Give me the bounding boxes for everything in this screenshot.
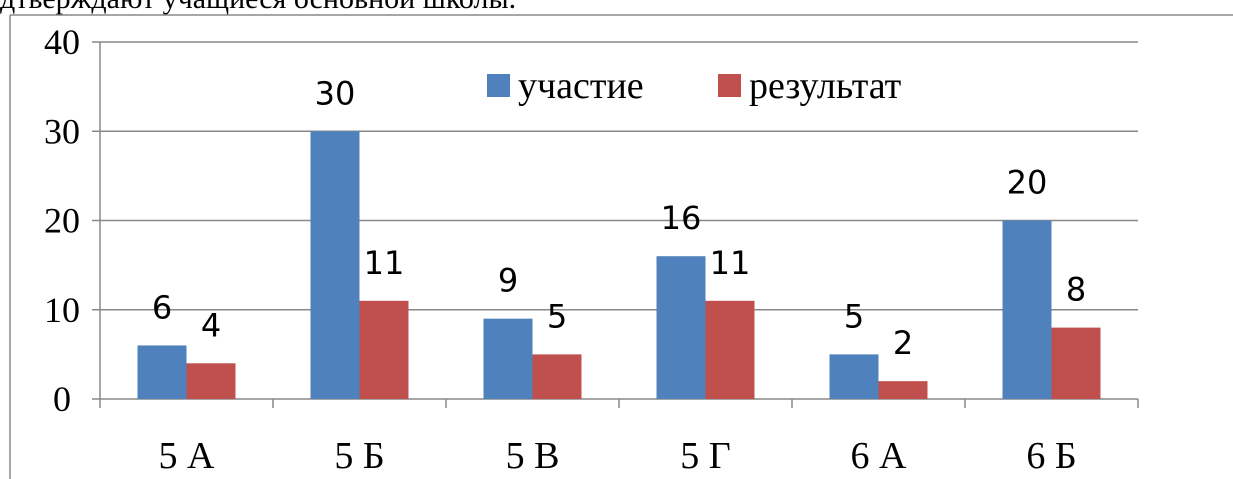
legend-swatch <box>487 74 510 97</box>
bar <box>878 381 928 399</box>
y-tick-label: 30 <box>44 111 80 151</box>
data-label: 5 <box>547 297 567 335</box>
y-tick-label: 0 <box>53 379 71 419</box>
data-label: 16 <box>661 199 702 237</box>
bar <box>705 300 755 399</box>
data-label: 30 <box>315 74 356 112</box>
data-label: 6 <box>152 288 172 326</box>
y-tick-label: 40 <box>44 22 80 62</box>
bar <box>359 300 409 399</box>
bar <box>137 345 187 399</box>
bar <box>310 131 360 399</box>
bar <box>1051 327 1101 399</box>
bar <box>829 354 879 399</box>
y-tick-label: 10 <box>44 290 80 330</box>
data-label: 11 <box>364 244 405 282</box>
data-label: 2 <box>893 324 913 362</box>
x-tick-label: 5 Б <box>334 435 384 477</box>
x-tick-label: 5 А <box>159 435 216 477</box>
y-tick-label: 20 <box>44 201 80 241</box>
bar <box>1002 220 1052 399</box>
x-tick-label: 6 Б <box>1026 435 1076 477</box>
data-label: 4 <box>201 306 221 344</box>
caption: дтверждают учащиеся основной школы. <box>0 0 516 15</box>
bar <box>186 363 236 399</box>
x-tick-label: 6 А <box>851 435 908 477</box>
data-label: 8 <box>1066 271 1086 309</box>
bar <box>656 256 706 399</box>
legend-swatch <box>718 74 741 97</box>
legend-label: участие <box>518 65 644 107</box>
x-tick-label: 5 Г <box>680 435 730 477</box>
data-label: 9 <box>498 262 518 300</box>
data-label: 5 <box>844 297 864 335</box>
bar <box>532 354 582 399</box>
data-label: 20 <box>1007 164 1048 202</box>
x-tick-label: 5 В <box>506 435 560 477</box>
data-label: 11 <box>710 244 751 282</box>
legend-label: результат <box>749 65 902 107</box>
bar <box>483 318 533 399</box>
